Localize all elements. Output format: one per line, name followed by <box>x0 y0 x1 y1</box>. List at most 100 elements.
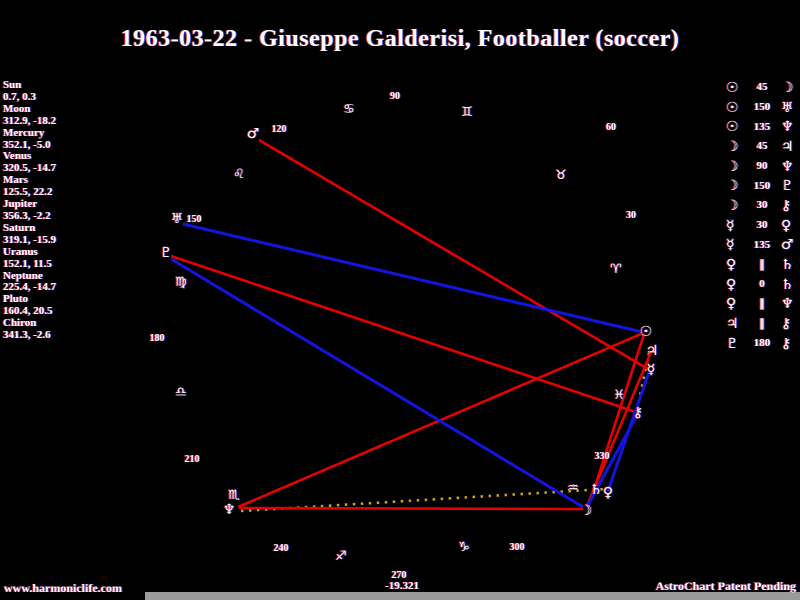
aspect-row: ☉ 45 ☽ <box>726 78 798 98</box>
taurus-sign-glyph: ♉ <box>555 168 567 183</box>
moon-glyph: ☽ <box>726 138 739 155</box>
aries-sign-glyph: ♈ <box>610 262 622 277</box>
aspect-value: 135 <box>753 120 771 133</box>
mercury-glyph: ☿ <box>726 217 735 234</box>
chiron-glyph: ⚷ <box>781 316 792 333</box>
venus-glyph: ♀ <box>781 217 792 234</box>
degree-label-30: 30 <box>626 210 636 221</box>
degree-label-330: 330 <box>595 451 610 462</box>
aspect-value: ∥ <box>759 297 765 310</box>
aspect-value: 180 <box>753 337 771 350</box>
jupiter-planet-glyph: ♃ <box>646 343 659 359</box>
moon-glyph: ☽ <box>726 197 739 214</box>
aspect-line-pluto-moon <box>170 257 584 509</box>
neptune-glyph: ♆ <box>781 296 794 313</box>
planet-position: 341.3, -2.6 <box>3 329 51 342</box>
planet-name: Mercury <box>3 126 45 139</box>
aspect-value: 90 <box>756 160 768 173</box>
degree-label-60: 60 <box>606 122 616 133</box>
planet-name: Jupiter <box>3 198 38 211</box>
planet-position: 125.5, 22.2 <box>3 186 53 199</box>
saturn-planet-glyph: ♄ <box>590 482 603 498</box>
aspect-value: 45 <box>756 140 768 153</box>
neptune-glyph: ♆ <box>781 119 794 136</box>
aspect-line-uranus-sun <box>182 222 643 334</box>
bottom-edge-bar <box>145 592 800 600</box>
page-title: 1963-03-22 - Giuseppe Galderisi, Footbal… <box>120 26 680 52</box>
aspect-row: ☽ 30 ⚷ <box>726 196 798 216</box>
scorpio-sign-glyph: ♏ <box>228 488 240 503</box>
mercury-planet-glyph: ☿ <box>647 362 656 378</box>
planet-name: Neptune <box>3 269 43 282</box>
aspect-value: ∥ <box>759 258 765 271</box>
planet-position: 356.3, -2.2 <box>3 209 51 222</box>
chiron-planet-glyph: ⚷ <box>633 405 643 421</box>
degree-label-240: 240 <box>274 543 289 554</box>
aspect-row: ☽ 90 ♆ <box>726 157 798 177</box>
planet-row: Sun 0.7, 0.3 <box>3 79 123 104</box>
uranus-glyph: ♅ <box>781 99 794 116</box>
aspect-value: ∥ <box>759 317 765 330</box>
sun-glyph: ☉ <box>726 99 739 116</box>
mercury-glyph: ☿ <box>726 237 735 254</box>
moon-glyph: ☽ <box>781 79 794 96</box>
aspect-value: 135 <box>753 238 771 251</box>
planet-row: Jupiter 356.3, -2.2 <box>3 198 123 223</box>
degree-label-270: 270 <box>392 570 407 581</box>
aspect-value: 45 <box>756 81 768 94</box>
aspect-row: ☉ 150 ♅ <box>726 98 798 118</box>
aspect-line-mercury-mars <box>258 138 649 371</box>
jupiter-glyph: ♃ <box>726 316 739 333</box>
aspect-row: ☽ 150 ♇ <box>726 176 798 196</box>
planet-position: 152.1, 11.5 <box>3 257 52 270</box>
mars-glyph: ♂ <box>781 237 794 254</box>
planet-name: Mars <box>3 174 29 187</box>
venus-planet-glyph: ♀ <box>603 485 613 501</box>
planet-row: Uranus 152.1, 11.5 <box>3 246 123 271</box>
aspect-line-pluto-chiron <box>170 254 637 414</box>
sun-glyph: ☉ <box>726 119 739 136</box>
pluto-glyph: ♇ <box>781 178 794 195</box>
planet-name: Chiron <box>3 317 37 330</box>
venus-glyph: ♀ <box>726 276 737 293</box>
gemini-sign-glyph: ♊ <box>461 105 473 120</box>
chiron-glyph: ⚷ <box>781 335 792 352</box>
aspect-value: 150 <box>753 179 771 192</box>
venus-glyph: ♀ <box>726 257 737 274</box>
moon-glyph: ☽ <box>726 158 739 175</box>
bottom-axis-value: -19.321 <box>385 580 419 592</box>
planet-position: 225.4, -14.7 <box>3 281 57 294</box>
sun-planet-glyph: ☉ <box>640 324 653 340</box>
uranus-planet-glyph: ♅ <box>171 211 184 227</box>
planet-row: Neptune 225.4, -14.7 <box>3 269 123 295</box>
aspect-row: ☉ 135 ♆ <box>726 117 798 137</box>
degree-label-300: 300 <box>510 542 525 553</box>
aspect-row: ♀ ∥ ♆ <box>726 295 798 315</box>
planet-name: Moon <box>3 102 31 115</box>
planet-row: Mercury 352.1, -5.0 <box>3 126 123 152</box>
planet-position: 352.1, -5.0 <box>3 138 51 151</box>
pluto-planet-glyph: ♇ <box>160 245 173 261</box>
planet-row: Venus 320.5, -14.7 <box>3 151 123 175</box>
saturn-glyph: ♄ <box>781 257 794 274</box>
planet-row: Saturn 319.1, -15.9 <box>3 222 123 247</box>
neptune-glyph: ♆ <box>781 158 794 175</box>
pisces-sign-glyph: ♓ <box>613 388 625 403</box>
aspect-row: ☿ 30 ♀ <box>726 216 798 236</box>
planet-position: 320.5, -14.7 <box>3 162 57 175</box>
planet-name: Venus <box>3 150 32 163</box>
planet-position: 319.1, -15.9 <box>3 233 57 246</box>
planet-row: Moon 312.9, -18.2 <box>3 102 123 128</box>
moon-glyph: ☽ <box>726 178 739 195</box>
saturn-glyph: ♄ <box>781 276 794 293</box>
planet-row: Pluto 160.4, 20.5 <box>3 293 123 318</box>
degree-label-90: 90 <box>390 91 400 102</box>
mars-planet-glyph: ♂ <box>247 126 260 142</box>
planet-position: 160.4, 20.5 <box>3 305 53 318</box>
sun-glyph: ☉ <box>726 79 739 96</box>
chiron-glyph: ⚷ <box>781 197 792 214</box>
planet-position: 312.9, -18.2 <box>3 114 57 127</box>
aspect-line-mercury-venus <box>606 371 651 492</box>
